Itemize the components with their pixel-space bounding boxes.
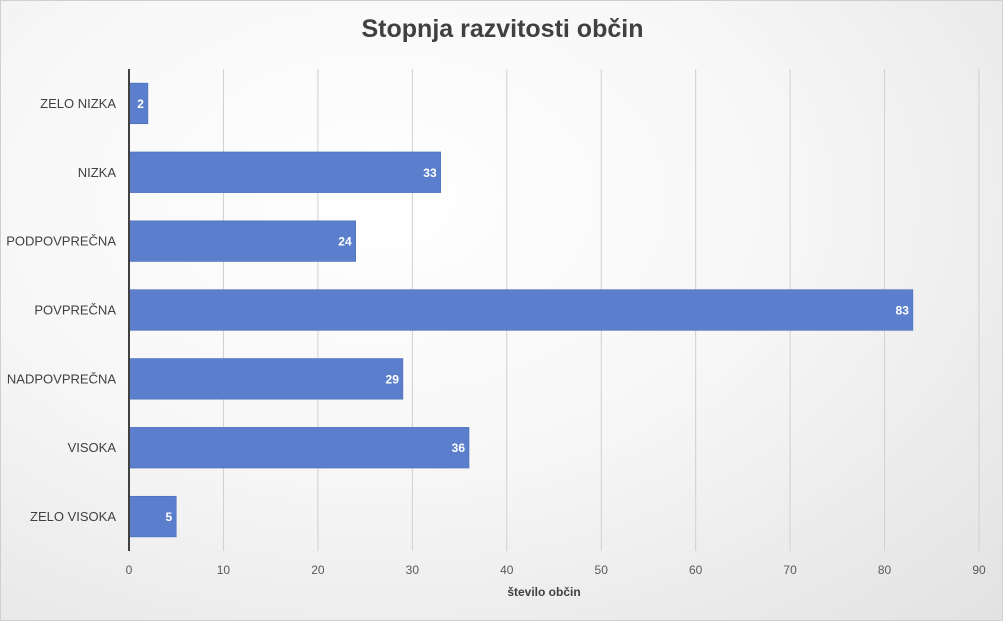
x-tick-label: 50 [595, 563, 609, 577]
bar [128, 358, 404, 400]
category-label: NIZKA [78, 165, 117, 180]
chart-title: Stopnja razvitosti občin [361, 15, 644, 43]
x-tick-labels: 0 10 20 30 40 50 60 70 80 90 [126, 563, 986, 577]
x-tick-label: 30 [406, 563, 420, 577]
category-label: VISOKA [68, 440, 117, 455]
x-tick-label: 60 [689, 563, 703, 577]
x-tick-label: 90 [972, 563, 986, 577]
bar [128, 289, 914, 331]
data-label: 2 [137, 97, 144, 111]
data-labels: 2 33 24 83 29 36 5 [137, 97, 909, 524]
category-label: POVPREČNA [34, 303, 116, 318]
x-tick-label: 70 [783, 563, 797, 577]
category-label: ZELO VISOKA [30, 509, 116, 524]
bars [128, 82, 914, 538]
x-tick-label: 10 [217, 563, 231, 577]
data-label: 29 [386, 372, 400, 386]
x-tick-label: 40 [500, 563, 514, 577]
data-label: 83 [896, 304, 910, 318]
bar [128, 427, 470, 469]
data-label: 33 [423, 166, 437, 180]
bar [128, 151, 441, 193]
data-label: 36 [452, 441, 466, 455]
data-label: 24 [338, 235, 352, 249]
x-tick-label: 20 [311, 563, 325, 577]
x-tick-label: 80 [878, 563, 892, 577]
bar [128, 220, 356, 262]
category-label: PODPOVPREČNA [6, 234, 116, 249]
category-label: ZELO NIZKA [40, 96, 116, 111]
x-tick-label: 0 [126, 563, 133, 577]
data-label: 5 [166, 510, 173, 524]
category-labels: ZELO NIZKA NIZKA PODPOVPREČNA POVPREČNA NADP… [6, 96, 116, 524]
x-axis-title: število občin [507, 585, 580, 599]
category-label: NADPOVPREČNA [7, 371, 116, 386]
